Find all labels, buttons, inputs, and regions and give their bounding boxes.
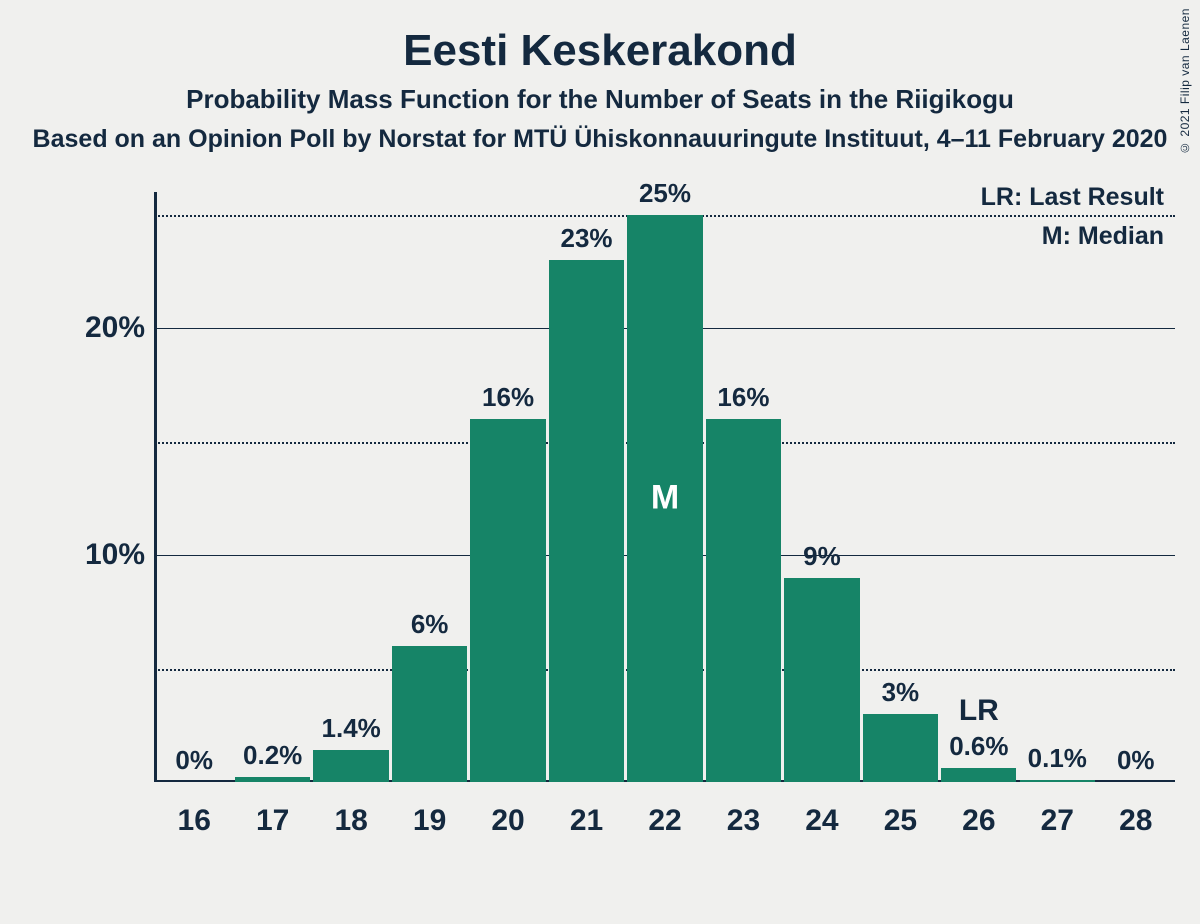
x-tick-label: 26 — [962, 804, 995, 838]
bar-value-label: 1.4% — [322, 713, 381, 744]
bar: 16% — [470, 419, 545, 782]
x-tick-label: 16 — [178, 804, 211, 838]
bar-value-label: 0.1% — [1028, 743, 1087, 774]
y-tick-label: 20% — [85, 311, 145, 345]
x-tick-label: 25 — [884, 804, 917, 838]
x-tick-label: 28 — [1119, 804, 1152, 838]
x-tick-label: 19 — [413, 804, 446, 838]
x-tick-label: 18 — [334, 804, 367, 838]
subtitle: Probability Mass Function for the Number… — [0, 84, 1200, 115]
bar: 9% — [784, 578, 859, 782]
bar-value-label: 0.6% — [949, 731, 1008, 762]
bar-value-label: 3% — [882, 677, 920, 708]
bar: 0.2% — [235, 777, 310, 782]
bar: 0.1% — [1020, 780, 1095, 782]
x-axis-ticks: 16 17 18 19 20 21 22 23 24 25 26 27 28 — [155, 788, 1175, 838]
main-title: Eesti Keskerakond — [0, 26, 1200, 76]
bar: 6% — [392, 646, 467, 782]
x-tick-label: 17 — [256, 804, 289, 838]
x-tick-label: 21 — [570, 804, 603, 838]
chart-area: 10%20% 0%0.2%1.4%6%16%23%25%M16%9%3%0.6%… — [155, 192, 1175, 832]
bar-value-label: 6% — [411, 609, 449, 640]
last-result-marker: LR — [959, 694, 999, 728]
x-tick-label: 22 — [648, 804, 681, 838]
copyright: © 2021 Filip van Laenen — [1178, 8, 1192, 155]
titles-block: Eesti Keskerakond Probability Mass Funct… — [0, 0, 1200, 154]
bar-value-label: 16% — [482, 382, 534, 413]
x-tick-label: 20 — [491, 804, 524, 838]
bar-value-label: 0.2% — [243, 740, 302, 771]
bar-value-label: 16% — [717, 382, 769, 413]
bar: 3% — [863, 714, 938, 782]
bar: 1.4% — [313, 750, 388, 782]
bar-value-label: 23% — [561, 223, 613, 254]
median-marker: M — [651, 479, 679, 518]
bar-value-label: 25% — [639, 178, 691, 209]
bar: 23% — [549, 260, 624, 782]
bars-container: 0%0.2%1.4%6%16%23%25%M16%9%3%0.6%LR0.1%0… — [155, 192, 1175, 832]
bar: 0.6% — [941, 768, 1016, 782]
bar: 25%M — [627, 215, 702, 782]
bar-value-label: 9% — [803, 541, 841, 572]
x-tick-label: 27 — [1041, 804, 1074, 838]
bar: 16% — [706, 419, 781, 782]
x-tick-label: 23 — [727, 804, 760, 838]
bar-value-label: 0% — [175, 745, 213, 776]
source-line: Based on an Opinion Poll by Norstat for … — [0, 125, 1200, 154]
y-tick-label: 10% — [85, 538, 145, 572]
x-tick-label: 24 — [805, 804, 838, 838]
bar-value-label: 0% — [1117, 745, 1155, 776]
